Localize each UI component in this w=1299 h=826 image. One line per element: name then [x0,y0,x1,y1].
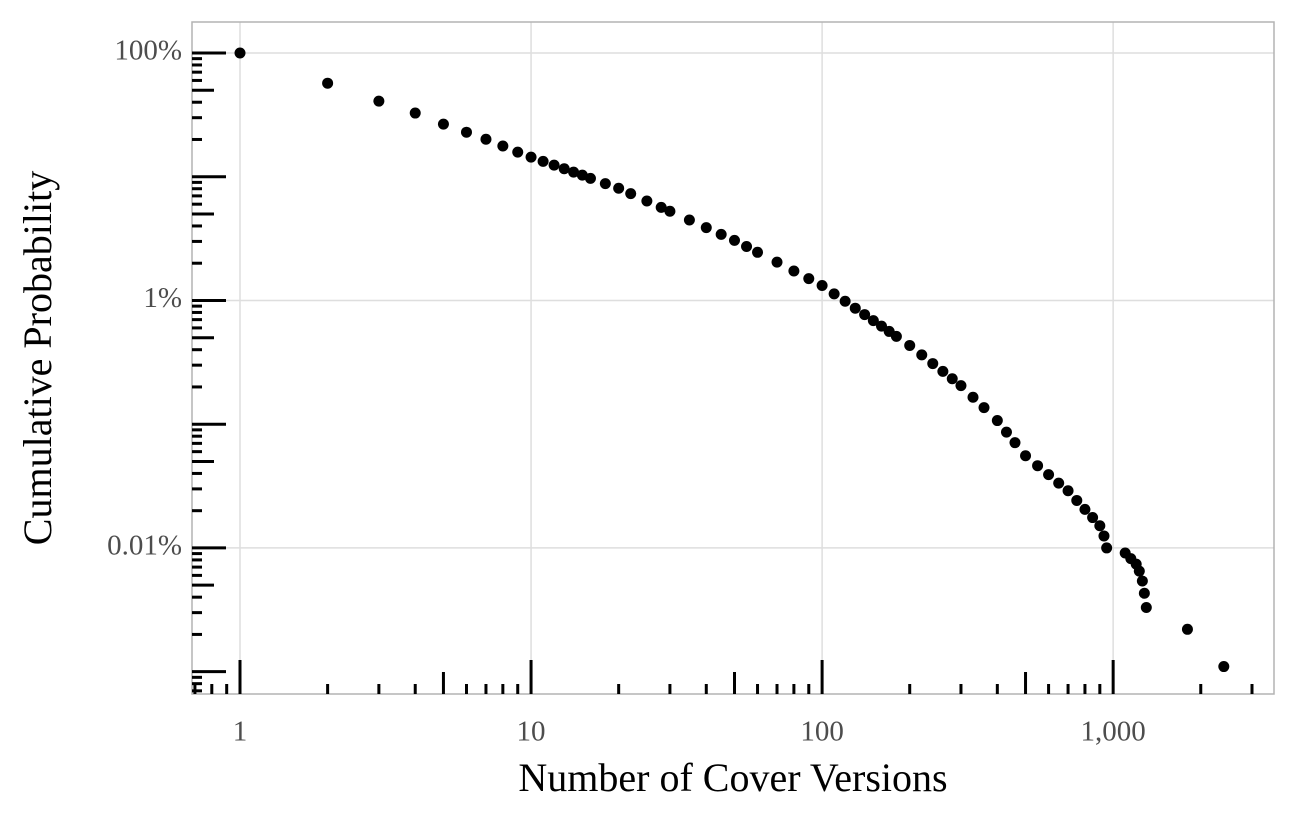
point [946,373,958,385]
point [409,107,421,119]
point [728,234,740,246]
point [525,151,537,163]
point [641,195,653,207]
x-tick-label: 100 [800,716,844,748]
y-tick-label: 1% [143,282,182,314]
point [1140,602,1152,614]
point [1071,494,1083,506]
point [1062,485,1074,497]
point [1136,575,1148,587]
point [1138,587,1150,599]
y-tick-label: 100% [114,35,182,67]
point [955,380,967,392]
x-tick-label: 1 [233,716,248,748]
point [1133,565,1145,577]
point [664,205,676,217]
point [849,302,861,314]
point [437,118,449,130]
point [599,178,611,190]
point [548,159,560,171]
point [967,391,979,403]
point [839,295,851,307]
point [803,273,815,285]
point [890,330,902,342]
point [788,265,800,277]
point [655,201,667,213]
point [512,146,524,158]
point [480,133,492,145]
point [715,228,727,240]
point [322,77,334,89]
point [1098,530,1110,542]
point [752,246,764,258]
point [867,315,879,327]
point [1053,477,1065,489]
point [937,365,949,377]
point [859,309,871,321]
point [1101,542,1113,554]
point [568,166,580,178]
point [916,349,928,361]
point [1043,469,1055,481]
point [741,240,753,252]
point [1181,623,1193,635]
point [460,126,472,138]
point [234,47,246,59]
point [1000,426,1012,438]
point [625,188,637,200]
point [1094,520,1106,532]
point [1009,437,1021,449]
x-tick-label: 1,000 [1081,716,1146,748]
x-tick-label: 10 [517,716,546,748]
point [927,358,939,370]
point [904,339,916,351]
y-tick-label: 0.01% [107,530,182,562]
point [978,402,990,414]
point [1087,512,1099,524]
point [613,182,625,194]
point [497,140,509,152]
point [683,214,695,226]
x-axis-title: Number of Cover Versions [518,755,947,800]
point [537,155,549,167]
point [816,280,828,292]
point [991,415,1003,427]
point [584,172,596,184]
point [373,95,385,107]
point [1079,503,1091,515]
point [771,256,783,268]
point [1032,460,1044,472]
point [558,163,570,175]
point [1218,661,1230,673]
point [1020,450,1032,462]
y-axis-title: Cumulative Probability [15,171,60,545]
point [828,288,840,300]
point [876,320,888,332]
point [700,222,712,234]
